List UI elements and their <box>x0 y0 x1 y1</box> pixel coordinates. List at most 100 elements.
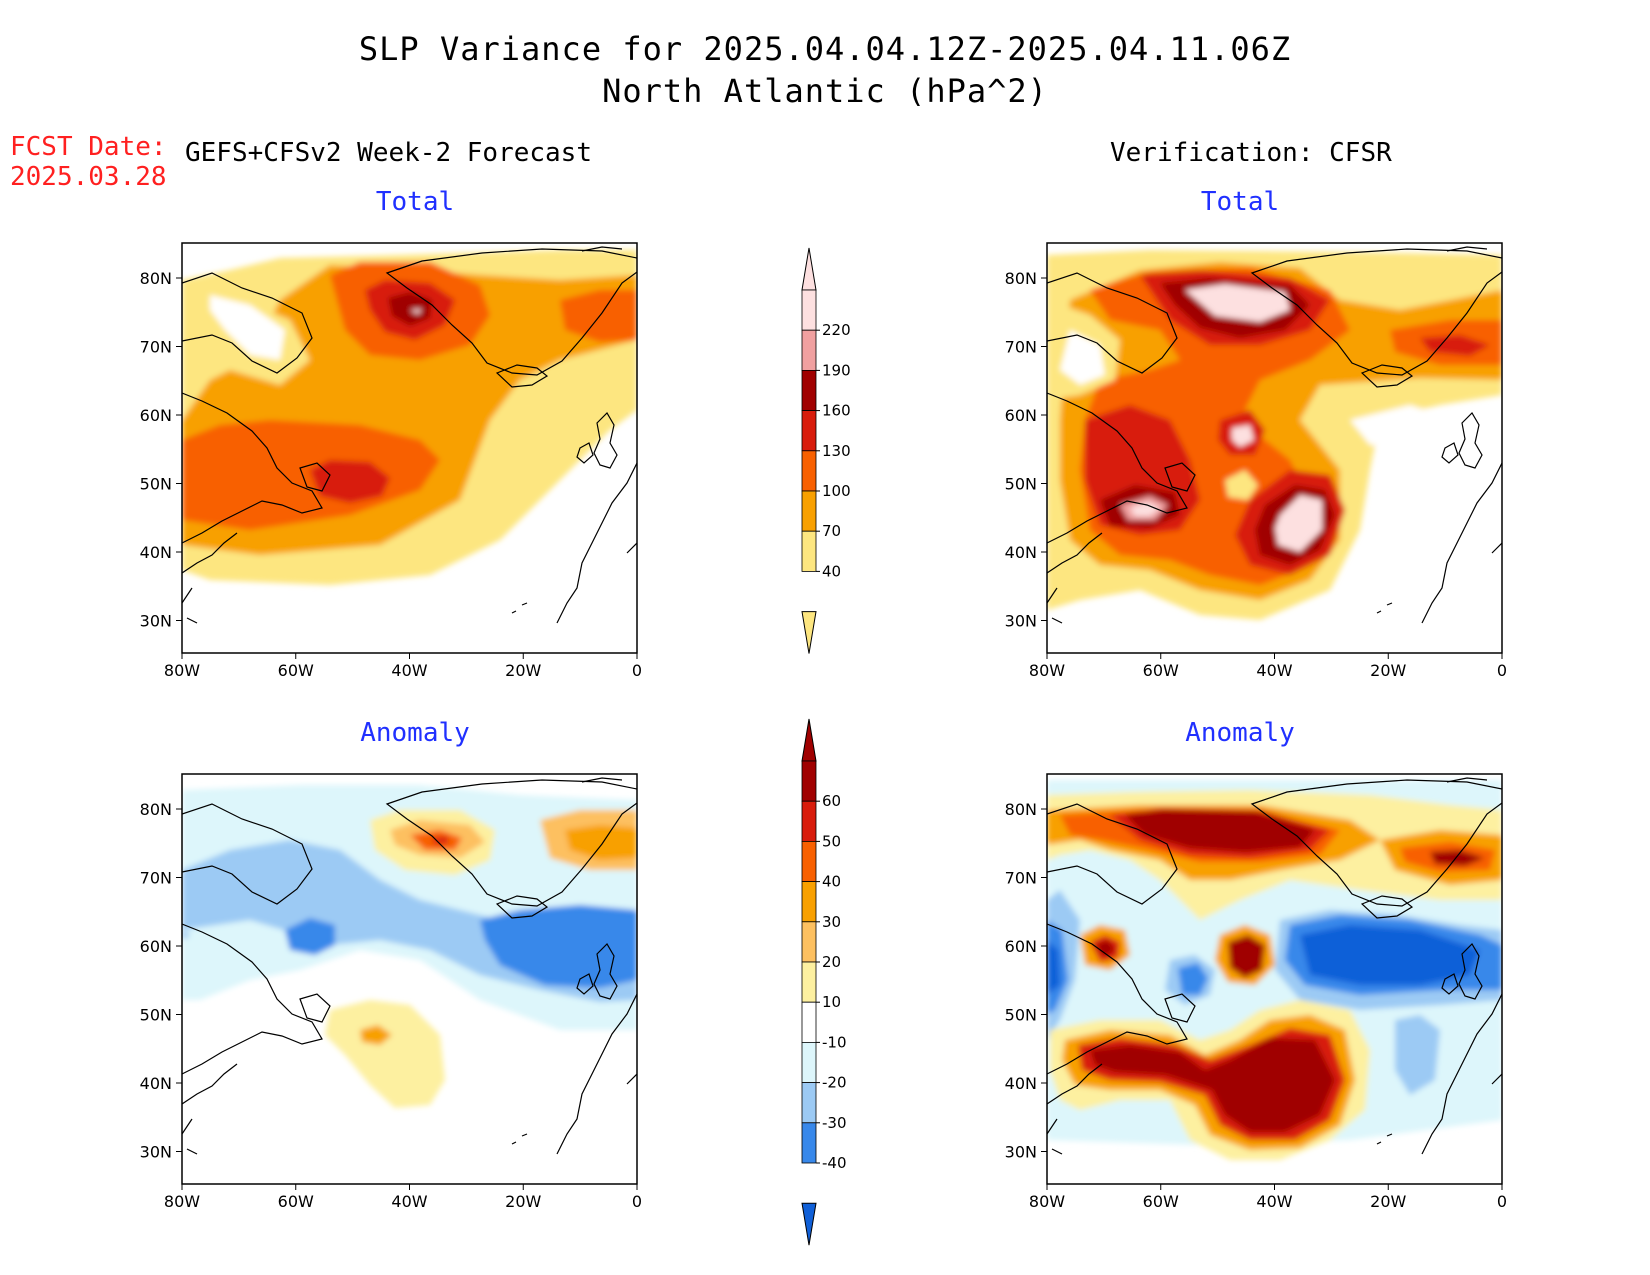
lat-label: 80N <box>1005 269 1037 288</box>
colorbar-label: -30 <box>822 1114 847 1132</box>
colorbar-label: -20 <box>822 1074 847 1092</box>
colorbar-swatch <box>801 1082 817 1124</box>
lon-label: 60W <box>1143 1192 1179 1211</box>
lat-label: 40N <box>140 543 172 562</box>
colorbar-swatch <box>801 1122 817 1164</box>
colorbar-label: 30 <box>822 913 841 931</box>
colorbar-label: 130 <box>822 442 851 460</box>
lon-label: 60W <box>278 661 314 680</box>
colorbar-label: 50 <box>822 832 841 850</box>
verification-column-title: Verification: CFSR <box>1110 138 1392 168</box>
lat-label: 60N <box>140 406 172 425</box>
lat-label: 60N <box>1005 937 1037 956</box>
lon-label: 40W <box>1256 1192 1292 1211</box>
lat-label: 50N <box>140 1006 172 1025</box>
lon-label: 60W <box>278 1192 314 1211</box>
lat-label: 40N <box>1005 1074 1037 1093</box>
colorbar-anomaly: 60 50 40 30 20 10 -10 -20 -30 -40 <box>801 718 847 1246</box>
axis-labels: 80W 60W 40W 20W 0 80N 70N 60N 50N 40N 30N 80W 60W 40W… <box>140 269 1507 1211</box>
lat-label: 70N <box>1005 869 1037 888</box>
colorbar-swatch <box>801 530 817 572</box>
lat-label: 80N <box>1005 800 1037 819</box>
colorbar-swatch <box>801 800 817 842</box>
colorbar-label: 20 <box>822 953 841 971</box>
colorbar-top-arrow <box>801 247 817 291</box>
lat-label: 30N <box>140 612 172 631</box>
lat-label: 60N <box>1005 406 1037 425</box>
colorbar-label: -10 <box>822 1033 847 1051</box>
forecast-anomaly-map <box>182 774 637 1184</box>
colorbar-bottom-arrow <box>801 611 817 654</box>
lon-label: 80W <box>164 1192 200 1211</box>
colorbar-swatch <box>801 410 817 452</box>
lon-label: 0 <box>632 1192 642 1211</box>
verification-total-title: Total <box>1200 187 1280 217</box>
colorbar-bottom-arrow <box>801 1202 817 1246</box>
lon-label: 0 <box>1497 661 1507 680</box>
colorbar-total: 220 190 160 130 100 70 40 <box>801 247 851 654</box>
forecast-column-title: GEFS+CFSv2 Week-2 Forecast <box>185 138 592 168</box>
colorbar-swatch <box>801 329 817 371</box>
colorbar-label: 100 <box>822 482 851 500</box>
title-line-1: SLP Variance for 2025.04.04.12Z-2025.04.… <box>358 30 1292 68</box>
colorbar-swatch <box>801 450 817 492</box>
lon-label: 20W <box>1370 1192 1406 1211</box>
lat-label: 30N <box>1005 612 1037 631</box>
colorbar-swatch <box>801 289 817 331</box>
lon-label: 40W <box>391 661 427 680</box>
colorbar-swatch <box>801 369 817 411</box>
verification-anomaly-map <box>1047 774 1502 1184</box>
colorbar-label: 220 <box>822 321 851 339</box>
lat-label: 40N <box>1005 543 1037 562</box>
colorbar-swatch <box>801 921 817 963</box>
lat-label: 50N <box>1005 1006 1037 1025</box>
lat-label: 80N <box>140 269 172 288</box>
lon-label: 20W <box>1370 661 1406 680</box>
colorbar-swatch <box>801 1001 817 1043</box>
lat-label: 60N <box>140 937 172 956</box>
colorbar-swatch <box>801 881 817 923</box>
lon-label: 0 <box>632 661 642 680</box>
lon-label: 40W <box>1256 661 1292 680</box>
lon-label: 80W <box>164 661 200 680</box>
colorbar-swatch <box>801 841 817 883</box>
colorbar-label: 40 <box>822 873 841 891</box>
colorbar-label: 60 <box>822 792 841 810</box>
colorbar-label: -40 <box>822 1154 847 1172</box>
colorbar-top-arrow <box>801 718 817 762</box>
lat-label: 50N <box>140 475 172 494</box>
lat-label: 30N <box>140 1143 172 1162</box>
lon-label: 20W <box>505 1192 541 1211</box>
lat-label: 30N <box>1005 1143 1037 1162</box>
lat-label: 70N <box>140 869 172 888</box>
lat-label: 80N <box>140 800 172 819</box>
lon-label: 80W <box>1029 661 1065 680</box>
colorbar-swatch <box>801 1042 817 1084</box>
colorbar-label: 70 <box>822 522 841 540</box>
lat-label: 70N <box>1005 338 1037 357</box>
colorbar-label: 160 <box>822 402 851 420</box>
colorbar-label: 10 <box>822 993 841 1011</box>
lat-label: 50N <box>1005 475 1037 494</box>
forecast-anomaly-title: Anomaly <box>360 718 470 748</box>
lon-label: 20W <box>505 661 541 680</box>
lat-label: 70N <box>140 338 172 357</box>
lon-label: 80W <box>1029 1192 1065 1211</box>
lon-label: 0 <box>1497 1192 1507 1211</box>
colorbar-label: 40 <box>822 562 841 580</box>
colorbar-swatch <box>801 490 817 532</box>
fcst-date-value: 2025.03.28 <box>10 162 167 192</box>
lat-label: 40N <box>140 1074 172 1093</box>
lon-label: 60W <box>1143 661 1179 680</box>
verification-anomaly-title: Anomaly <box>1185 718 1295 748</box>
colorbar-label: 190 <box>822 361 851 379</box>
colorbar-swatch <box>801 961 817 1003</box>
verification-total-map <box>1047 243 1502 653</box>
title-line-2: North Atlantic (hPa^2) <box>602 72 1048 110</box>
forecast-total-title: Total <box>375 187 455 217</box>
lon-label: 40W <box>391 1192 427 1211</box>
colorbar-swatch <box>801 760 817 802</box>
forecast-total-map <box>182 243 637 653</box>
